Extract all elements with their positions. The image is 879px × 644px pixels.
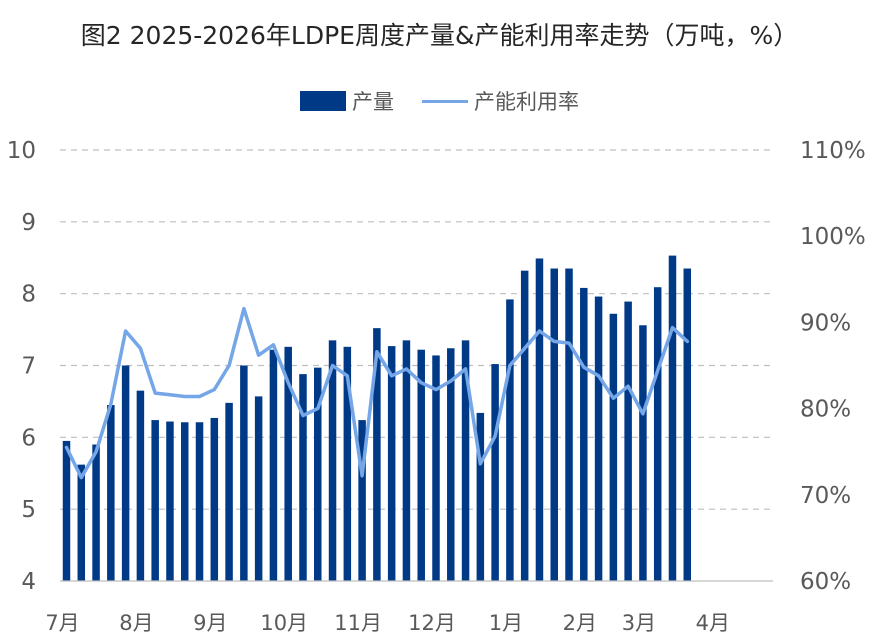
bar-production — [491, 364, 499, 581]
bar-production — [107, 405, 115, 581]
bar-production — [314, 367, 322, 581]
x-tick-label: 7月 — [45, 611, 79, 635]
bar-production — [343, 346, 352, 581]
bar-production — [565, 268, 573, 581]
bar-production — [195, 422, 204, 581]
bar-production — [520, 270, 529, 581]
legend-bar-swatch — [300, 91, 346, 111]
x-tick-label: 11月 — [334, 611, 382, 635]
x-tick-label: 1月 — [489, 611, 523, 635]
x-tick-label: 12月 — [408, 611, 456, 635]
bar-production — [417, 349, 425, 581]
legend-label-production: 产量 — [352, 90, 394, 114]
legend-label-utilization: 产能利用率 — [474, 90, 579, 114]
x-tick-label: 8月 — [119, 611, 153, 635]
bar-production — [668, 255, 677, 581]
bar-production — [461, 340, 470, 581]
bar-production — [476, 412, 485, 581]
bar-production — [387, 346, 396, 581]
bar-production — [180, 422, 189, 581]
bar-production — [92, 444, 100, 581]
y-right-tick-label: 110% — [800, 138, 866, 164]
y-left-tick-label: 4 — [21, 569, 36, 595]
y-right-tick-label: 90% — [800, 310, 851, 336]
bar-production — [358, 420, 366, 581]
x-tick-label: 10月 — [260, 611, 308, 635]
bar-production — [447, 348, 455, 581]
bar-production — [594, 296, 603, 581]
x-tick-label: 3月 — [622, 611, 656, 635]
bar-production — [62, 440, 71, 581]
x-tick-label: 9月 — [193, 611, 227, 635]
bar-production — [624, 301, 632, 581]
y-left-tick-label: 9 — [21, 210, 36, 236]
y-right-tick-label: 70% — [800, 483, 851, 509]
legend-item-production: 产量 — [300, 86, 394, 116]
bar-production — [284, 346, 292, 581]
bar-production — [225, 402, 233, 581]
y-left-tick-label: 8 — [21, 282, 36, 308]
legend-item-utilization: 产能利用率 — [422, 86, 579, 116]
bar-production — [240, 365, 248, 581]
y-right-tick-label: 100% — [800, 224, 866, 250]
x-tick-label: 4月 — [696, 611, 730, 635]
bar-production — [136, 390, 145, 581]
x-tick-label: 2月 — [563, 611, 597, 635]
y-left-tick-label: 5 — [21, 497, 36, 523]
line-utilization — [64, 306, 690, 480]
bar-production — [580, 287, 588, 581]
bar-production — [328, 340, 337, 581]
bar-production — [639, 325, 647, 581]
bar-production — [166, 421, 174, 581]
bar-production — [535, 258, 544, 581]
bar-production — [299, 374, 307, 581]
bar-production — [432, 355, 440, 581]
bar-production — [550, 268, 558, 581]
bar-production — [269, 349, 278, 581]
y-right-tick-label: 80% — [800, 397, 851, 423]
bar-production — [653, 287, 662, 581]
y-left-tick-label: 10 — [7, 138, 36, 164]
legend: 产量 产能利用率 — [0, 86, 879, 116]
y-left-tick-label: 7 — [21, 354, 36, 380]
bar-production — [121, 365, 130, 581]
bar-production — [77, 464, 86, 581]
y-right-tick-label: 60% — [800, 569, 851, 595]
bar-production — [210, 417, 219, 581]
bar-production — [683, 268, 692, 581]
y-left-tick-label: 6 — [21, 425, 36, 451]
legend-line-swatch — [422, 99, 468, 103]
bar-production — [254, 396, 263, 581]
bar-production — [402, 340, 411, 581]
bar-production — [609, 313, 618, 581]
bar-production — [151, 420, 159, 581]
bar-production — [506, 299, 514, 581]
bar-production — [373, 328, 381, 581]
chart-title: 图2 2025-2026年LDPE周度产量&产能利用率走势（万吨，%） — [80, 21, 799, 50]
